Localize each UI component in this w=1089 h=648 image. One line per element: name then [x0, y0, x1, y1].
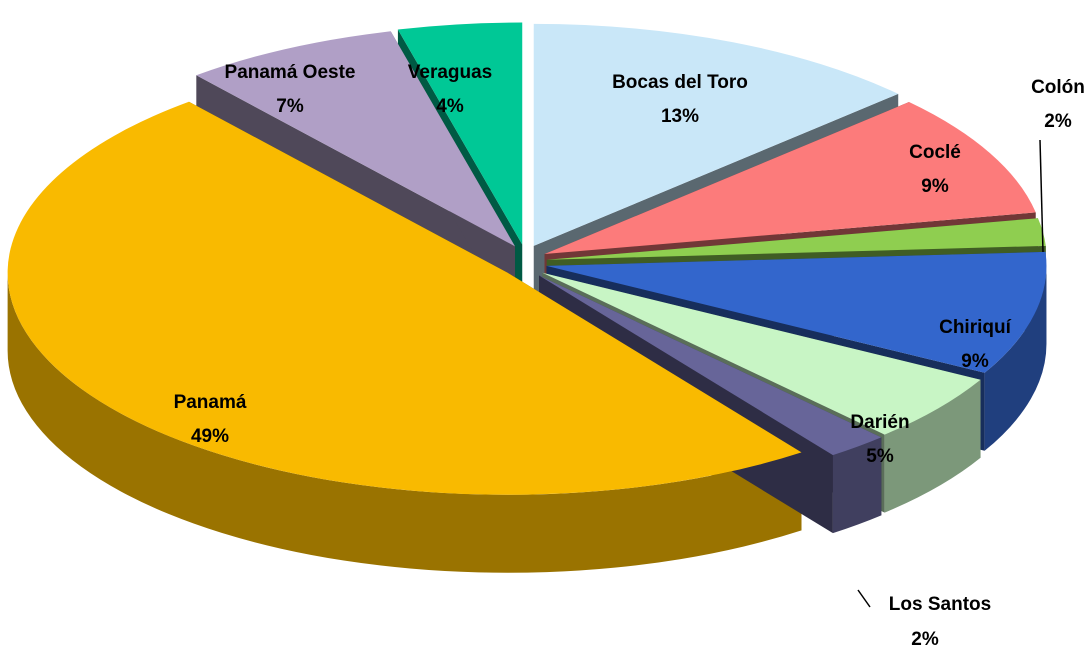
slice-value-label: 9%: [921, 176, 949, 197]
slice: [7, 101, 802, 495]
slice-label: Coclé: [909, 142, 961, 163]
slice-label: Panamá: [174, 392, 247, 413]
slice-label: Darién: [850, 412, 909, 433]
slice-value-label: 5%: [866, 446, 894, 467]
slice-value-label: 2%: [911, 629, 939, 648]
slice-value-label: 9%: [961, 351, 989, 372]
slice-value-label: 13%: [661, 106, 699, 127]
slice-side: [7, 272, 802, 573]
slice-label: Bocas del Toro: [612, 72, 748, 93]
slice-side: [832, 437, 882, 534]
slice-value-label: 7%: [276, 96, 304, 117]
slice-value-label: 49%: [191, 426, 229, 447]
slice: [533, 23, 899, 246]
slice-label: Panamá Oeste: [225, 62, 356, 83]
slice-label: Veraguas: [408, 62, 493, 83]
slice-label: Los Santos: [889, 594, 991, 615]
slice-value-label: 2%: [1044, 111, 1072, 132]
slice-tops: [7, 22, 1047, 495]
slice-label: Colón: [1031, 77, 1085, 98]
slice: [546, 218, 1046, 260]
slice: [544, 102, 1036, 255]
slice-label: Chiriquí: [939, 317, 1011, 338]
slice: [397, 22, 523, 245]
leader-line: [857, 589, 871, 608]
slice: [546, 251, 1047, 373]
slice-side: [884, 379, 981, 513]
leader-line: [1039, 139, 1044, 253]
slice: [542, 272, 981, 435]
slice-side: [984, 265, 1047, 451]
slice: [196, 31, 516, 247]
slice: [539, 275, 882, 456]
slice-value-label: 4%: [436, 96, 464, 117]
